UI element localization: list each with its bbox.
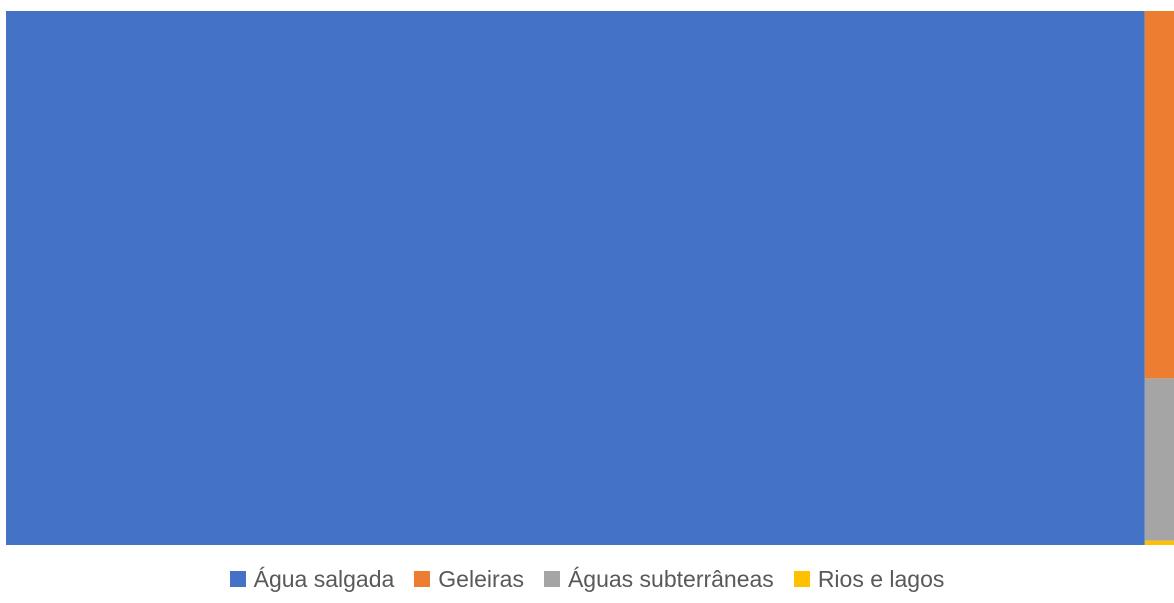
legend-label-agua-salgada: Água salgada bbox=[253, 566, 395, 592]
legend-swatch-rios-e-lagos bbox=[793, 571, 810, 587]
treemap-tile-aguas-subterraneas bbox=[1144, 378, 1174, 541]
legend-swatch-geleiras bbox=[414, 571, 431, 587]
legend-item-agua-salgada: Água salgada bbox=[229, 566, 395, 592]
treemap-tile-rios-e-lagos bbox=[1144, 540, 1174, 545]
legend-label-rios-e-lagos: Rios e lagos bbox=[817, 566, 945, 592]
legend-item-aguas-subterraneas: Águas subterrâneas bbox=[543, 566, 774, 592]
treemap-plot bbox=[6, 11, 1174, 545]
chart-legend: Água salgada Geleiras Águas subterrâneas… bbox=[0, 566, 1174, 592]
treemap-tile-agua-salgada bbox=[6, 11, 1145, 545]
legend-item-geleiras: Geleiras bbox=[414, 566, 524, 592]
legend-swatch-agua-salgada bbox=[229, 571, 246, 587]
treemap-tile-geleiras bbox=[1144, 11, 1174, 379]
legend-label-geleiras: Geleiras bbox=[438, 566, 524, 592]
legend-swatch-aguas-subterraneas bbox=[543, 571, 560, 587]
treemap-chart bbox=[6, 11, 1174, 545]
legend-label-aguas-subterraneas: Águas subterrâneas bbox=[567, 566, 774, 592]
legend-item-rios-e-lagos: Rios e lagos bbox=[793, 566, 945, 592]
